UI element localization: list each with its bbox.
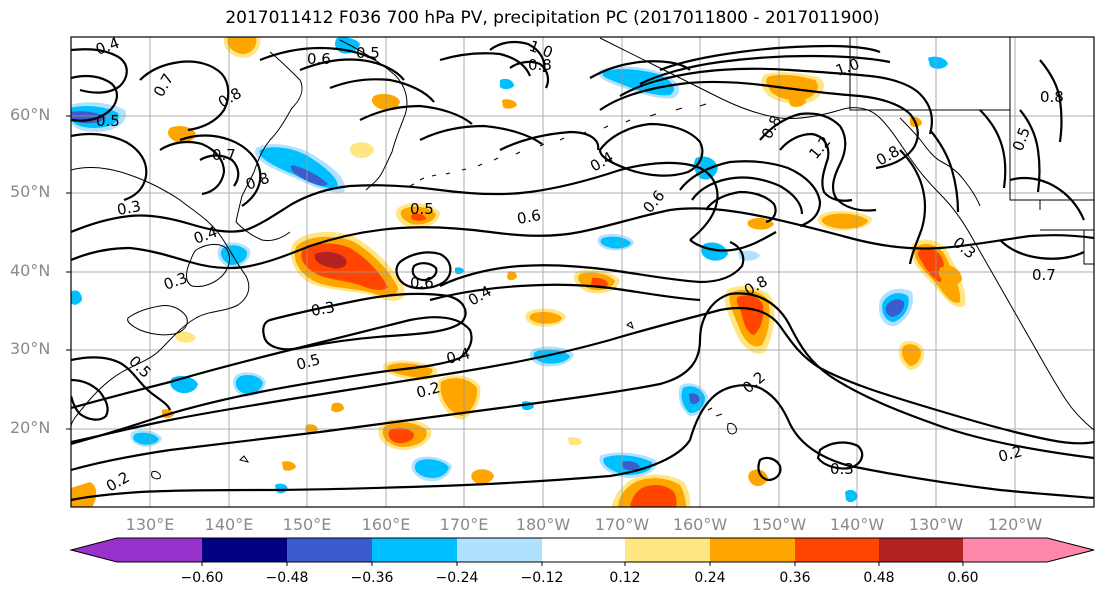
colorbar-swatch (795, 538, 879, 562)
colorbar-label: 0.60 (947, 570, 979, 586)
coastlines (71, 37, 1094, 480)
colorbar-label: 0.48 (863, 570, 895, 586)
colorbar-label: −0.48 (265, 570, 309, 586)
axis-ticks (66, 115, 71, 430)
lon-label-130w: 130°W (908, 515, 964, 534)
lat-label-40n: 40°N (10, 261, 51, 280)
contour-label: 0.4 (444, 344, 472, 368)
contour-label: 0.6 (307, 50, 331, 68)
contour-label: 0.7 (212, 146, 236, 164)
colorbar-swatch (202, 538, 287, 562)
colorbar-swatch (879, 538, 963, 562)
lon-label-140w: 140°W (829, 515, 885, 534)
pv-contours (71, 40, 1094, 502)
contour-label: 0.5 (294, 350, 322, 374)
colorbar-swatch (542, 538, 625, 562)
contour-label: 0.2 (414, 378, 442, 402)
contour-label: 0.5 (356, 44, 380, 62)
contour-label: 0.7 (1032, 266, 1056, 284)
contour-label: 0.6 (516, 206, 543, 228)
lon-label-160e: 160°E (361, 515, 411, 534)
map-area: 0.4 0.6 0.5 1.0 0.8 0.7 0.8 0.5 0.7 0.8 … (71, 37, 1094, 507)
lon-label-180w: 180°W (515, 515, 571, 534)
lon-label-170e: 170°E (439, 515, 489, 534)
contour-label: 0.2 (996, 442, 1024, 466)
lon-label-140e: 140°E (204, 515, 254, 534)
colorbar-swatch (287, 538, 372, 562)
contour-label: 0.6 (410, 274, 434, 292)
colorbar-label: 0.12 (609, 570, 641, 586)
lon-label-160w: 160°W (672, 515, 728, 534)
contour-label: 0.8 (1040, 88, 1064, 106)
colorbar-label: −0.36 (350, 570, 394, 586)
lat-label-20n: 20°N (10, 418, 51, 437)
lon-label-150e: 150°E (282, 515, 332, 534)
contour-label: 0.3 (310, 298, 337, 320)
colorbar-swatch (117, 538, 202, 562)
contour-label: 0.3 (830, 460, 854, 478)
lat-label-50n: 50°N (10, 182, 51, 201)
colorbar-label: 0.36 (779, 570, 811, 586)
colorbar-extend-max (1047, 538, 1094, 562)
colorbar-swatch (963, 538, 1047, 562)
contour-label: 0.8 (528, 56, 552, 74)
lon-label-120w: 120°W (987, 515, 1043, 534)
precipitation-shading (71, 37, 966, 507)
colorbar-label: −0.24 (435, 570, 479, 586)
colorbar-label: −0.60 (180, 570, 224, 586)
contour-label: 0.5 (410, 200, 434, 218)
colorbar (69, 537, 1095, 566)
colorbar-label: 0.24 (694, 570, 726, 586)
colorbar-swatch (625, 538, 710, 562)
colorbar-swatch (710, 538, 795, 562)
colorbar-extend-min (71, 538, 117, 562)
contour-label: 0.3 (116, 197, 143, 219)
colorbar-outline (69, 537, 1095, 563)
colorbar-label: −0.12 (520, 570, 564, 586)
lon-label-170w: 170°W (594, 515, 650, 534)
contour-label: 0.5 (96, 112, 120, 130)
lon-label-150w: 150°W (751, 515, 807, 534)
map-title: 2017011412 F036 700 hPa PV, precipitatio… (225, 8, 880, 28)
colorbar-swatch (372, 538, 457, 562)
lon-label-130e: 130°E (125, 515, 175, 534)
lat-label-60n: 60°N (10, 105, 51, 124)
lat-label-30n: 30°N (10, 339, 51, 358)
colorbar-swatch (457, 538, 542, 562)
